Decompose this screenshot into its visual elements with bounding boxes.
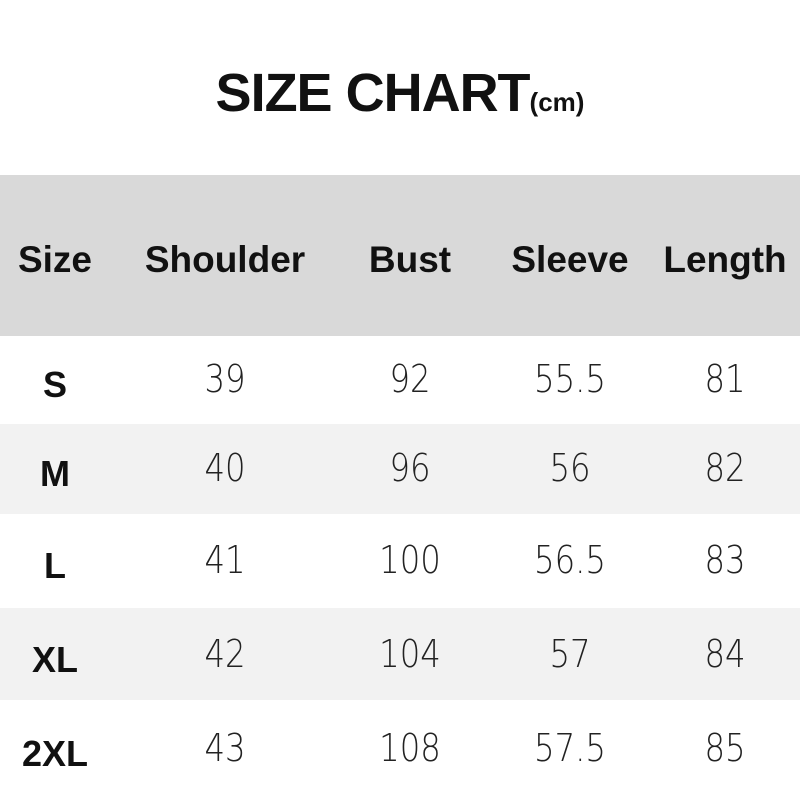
table-cell: 57.5 bbox=[534, 726, 606, 770]
table-cell: 92 bbox=[389, 357, 431, 401]
table-cell: 81 bbox=[704, 357, 746, 401]
size-label: M bbox=[40, 453, 70, 494]
size-label: S bbox=[42, 364, 68, 405]
table-row bbox=[0, 514, 800, 608]
table-cell: 108 bbox=[379, 726, 441, 770]
chart-title: SIZE CHART(cm) bbox=[0, 62, 800, 124]
table-row bbox=[0, 608, 800, 700]
size-label: L bbox=[44, 545, 66, 586]
title-text: SIZE CHART bbox=[215, 63, 531, 123]
table-row bbox=[0, 424, 800, 514]
table-cell: 56.5 bbox=[534, 538, 606, 582]
table-cell: 41 bbox=[204, 538, 246, 582]
size-label: XL bbox=[31, 639, 79, 680]
size-label: 2XL bbox=[21, 733, 89, 774]
table-cell: 96 bbox=[389, 446, 431, 490]
table-cell: 100 bbox=[379, 538, 441, 582]
column-header: Shoulder bbox=[144, 239, 306, 280]
table-cell: 85 bbox=[704, 726, 746, 770]
header-row bbox=[0, 175, 800, 336]
table-cell: 56 bbox=[549, 446, 591, 490]
table-row bbox=[0, 700, 800, 800]
table-cell: 43 bbox=[204, 726, 246, 770]
table-cell: 57 bbox=[549, 632, 591, 676]
table-cell: 83 bbox=[704, 538, 746, 582]
table-cell: 40 bbox=[204, 446, 246, 490]
table-row bbox=[0, 336, 800, 424]
table-cell: 55.5 bbox=[534, 357, 606, 401]
table-cell: 104 bbox=[379, 632, 441, 676]
table-cell: 84 bbox=[704, 632, 746, 676]
column-header: Bust bbox=[368, 239, 452, 280]
table-cell: 42 bbox=[204, 632, 246, 676]
table-cell: 39 bbox=[204, 357, 246, 401]
column-header: Size bbox=[17, 239, 93, 280]
column-header: Sleeve bbox=[511, 239, 629, 280]
column-header: Length bbox=[663, 239, 787, 280]
title-unit: (cm) bbox=[529, 87, 585, 117]
table-cell: 82 bbox=[704, 446, 746, 490]
